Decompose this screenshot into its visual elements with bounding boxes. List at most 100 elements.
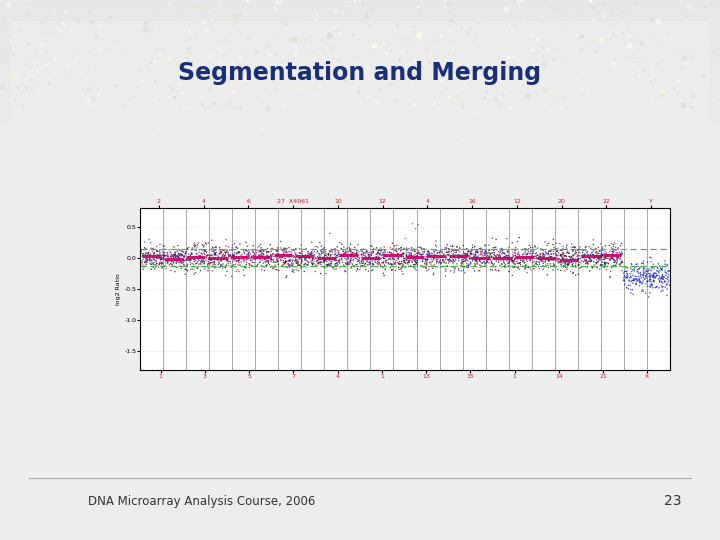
Point <box>603 241 615 250</box>
Point <box>238 256 250 265</box>
Point <box>580 257 592 266</box>
Point <box>302 249 314 258</box>
Point <box>294 254 305 262</box>
Point <box>464 252 476 260</box>
Point <box>210 260 221 269</box>
Point <box>169 267 181 276</box>
Point <box>348 255 359 264</box>
Point <box>326 246 338 254</box>
Point <box>374 258 385 267</box>
Point <box>565 256 577 265</box>
Point <box>487 261 499 269</box>
Point <box>624 281 636 289</box>
Point <box>203 255 215 264</box>
Point <box>501 253 513 262</box>
Point <box>599 252 611 260</box>
Point <box>360 248 372 257</box>
Point <box>595 256 607 265</box>
Point <box>567 259 579 267</box>
Point <box>561 241 572 249</box>
Point <box>416 257 428 266</box>
Point <box>413 246 424 255</box>
Point <box>176 247 188 255</box>
Point <box>562 260 573 269</box>
Point <box>595 253 607 262</box>
Point <box>410 225 421 233</box>
Point <box>495 248 506 257</box>
Point <box>428 255 439 264</box>
Point <box>366 248 377 256</box>
Point <box>181 247 192 256</box>
Point <box>214 249 225 258</box>
Point <box>140 252 152 261</box>
Point <box>627 271 639 280</box>
Point <box>413 248 424 256</box>
Point <box>573 261 585 269</box>
Point <box>518 252 530 261</box>
Point <box>585 250 596 259</box>
Point <box>186 250 197 259</box>
Point <box>332 260 343 268</box>
Point <box>188 255 199 264</box>
Point <box>225 251 237 259</box>
Point <box>305 253 316 261</box>
Point <box>575 245 586 254</box>
Point <box>396 251 408 260</box>
Point <box>286 250 297 259</box>
Point <box>459 250 471 259</box>
Point <box>400 234 411 242</box>
Point <box>627 279 639 288</box>
Point <box>353 248 364 256</box>
Point <box>445 253 456 262</box>
Point <box>654 277 665 286</box>
Point <box>359 262 370 271</box>
Point <box>498 253 510 261</box>
Point <box>451 243 462 252</box>
Point <box>292 258 303 267</box>
Bar <box>0 124 720 127</box>
Point <box>165 248 176 257</box>
Point <box>501 254 513 263</box>
Point <box>229 252 240 261</box>
Point <box>470 248 482 256</box>
Point <box>297 247 308 256</box>
Point <box>488 254 500 263</box>
Point <box>473 266 485 275</box>
Point <box>196 249 207 258</box>
Point <box>629 264 640 272</box>
Point <box>347 253 359 261</box>
Point <box>644 271 655 280</box>
Point <box>290 254 302 262</box>
Point <box>467 255 478 264</box>
Point <box>409 256 420 265</box>
Point <box>337 258 348 267</box>
Point <box>410 252 422 261</box>
Point <box>563 248 575 257</box>
Point <box>269 261 281 269</box>
Point <box>220 251 231 259</box>
Point <box>360 265 372 274</box>
Bar <box>0 81 720 84</box>
Point <box>309 247 320 256</box>
Point <box>245 249 256 258</box>
Point <box>472 257 483 266</box>
Point <box>260 256 271 265</box>
Point <box>585 258 597 266</box>
Point <box>447 249 459 258</box>
Point <box>320 260 332 269</box>
Point <box>595 252 607 261</box>
Point <box>360 259 372 268</box>
Point <box>580 256 592 265</box>
Bar <box>0 122 720 124</box>
Point <box>219 252 230 261</box>
Point <box>536 245 548 254</box>
Point <box>495 252 506 260</box>
Point <box>663 276 675 285</box>
Point <box>148 260 160 269</box>
Point <box>289 251 301 259</box>
Point <box>638 271 649 280</box>
Point <box>442 255 454 264</box>
Point <box>150 259 162 268</box>
Point <box>348 249 360 258</box>
Point <box>567 255 579 264</box>
